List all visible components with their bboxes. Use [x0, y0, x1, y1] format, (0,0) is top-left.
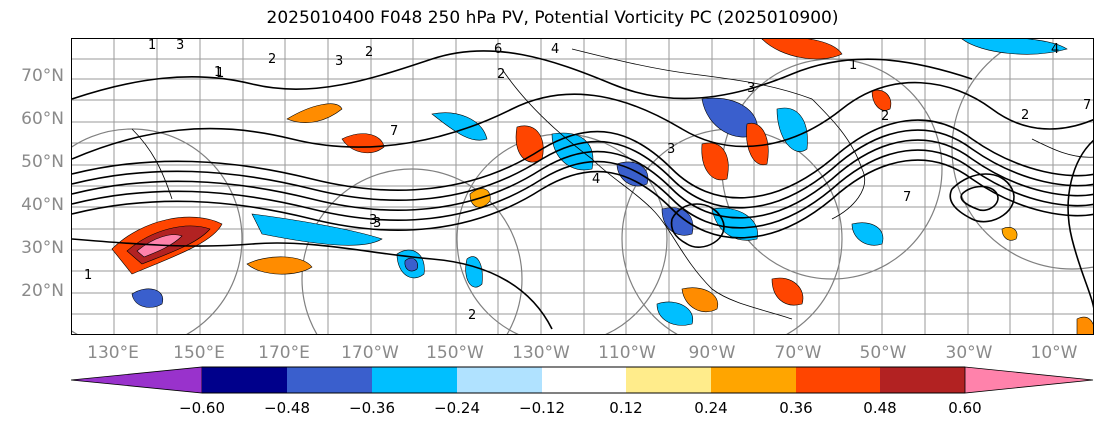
colorbar-tick-label: −0.36 — [349, 399, 395, 417]
colorbar-segment-lowest — [71, 366, 203, 394]
lon-label-110w: 110°W — [598, 343, 656, 363]
colorbar-tick-label: 0.48 — [863, 399, 897, 417]
lon-label-10w: 10°W — [1030, 343, 1078, 363]
lon-label-130w: 130°W — [512, 343, 570, 363]
lat-label-60n: 60°N — [21, 109, 64, 129]
map-title: 2025010400 F048 250 hPa PV, Potential Vo… — [266, 8, 839, 28]
colorbar-segment-8 — [711, 367, 796, 393]
lon-label-170e: 170°E — [258, 343, 310, 363]
lon-label-150w: 150°W — [426, 343, 484, 363]
colorbar-segment-7 — [626, 367, 711, 393]
lon-label-90w: 90°W — [688, 343, 736, 363]
colorbar-tick-label: −0.24 — [434, 399, 480, 417]
lat-label-50n: 50°N — [21, 152, 64, 172]
map-canvas — [72, 39, 1093, 334]
colorbar-segment-4 — [372, 367, 457, 393]
map-panel — [71, 38, 1094, 335]
lat-label-40n: 40°N — [21, 195, 64, 215]
colorbar-segment-6 — [542, 367, 626, 393]
colorbar-segment-5 — [457, 367, 542, 393]
colorbar — [71, 366, 1094, 394]
colorbar-tick-label: 0.36 — [779, 399, 813, 417]
pv-contours — [72, 50, 1093, 330]
colorbar-tick-label: 0.12 — [609, 399, 643, 417]
lon-label-70w: 70°W — [774, 343, 822, 363]
colorbar-tick-label: 0.60 — [948, 399, 982, 417]
pv-anomaly-fills — [111, 39, 1093, 334]
range-rings — [72, 39, 1093, 334]
lon-label-150e: 150°E — [173, 343, 225, 363]
colorbar-segment-2 — [202, 367, 287, 393]
lon-label-130e: 130°E — [87, 343, 139, 363]
colorbar-segment-3 — [287, 367, 372, 393]
lon-label-170w: 170°W — [341, 343, 399, 363]
colorbar-tick-label: 0.24 — [694, 399, 728, 417]
graticule — [72, 39, 1093, 334]
lat-label-20n: 20°N — [21, 281, 64, 301]
lat-label-70n: 70°N — [21, 66, 64, 86]
colorbar-segment-highest — [964, 366, 1094, 394]
colorbar-segment-9 — [796, 367, 880, 393]
colorbar-segment-10 — [880, 367, 965, 393]
lon-label-30w: 30°W — [945, 343, 993, 363]
coastlines — [131, 48, 1093, 320]
colorbar-tick-label: −0.48 — [264, 399, 310, 417]
lat-label-30n: 30°N — [21, 238, 64, 258]
colorbar-tick-label: −0.60 — [179, 399, 225, 417]
lon-label-50w: 50°W — [859, 343, 907, 363]
colorbar-tick-label: −0.12 — [519, 399, 565, 417]
